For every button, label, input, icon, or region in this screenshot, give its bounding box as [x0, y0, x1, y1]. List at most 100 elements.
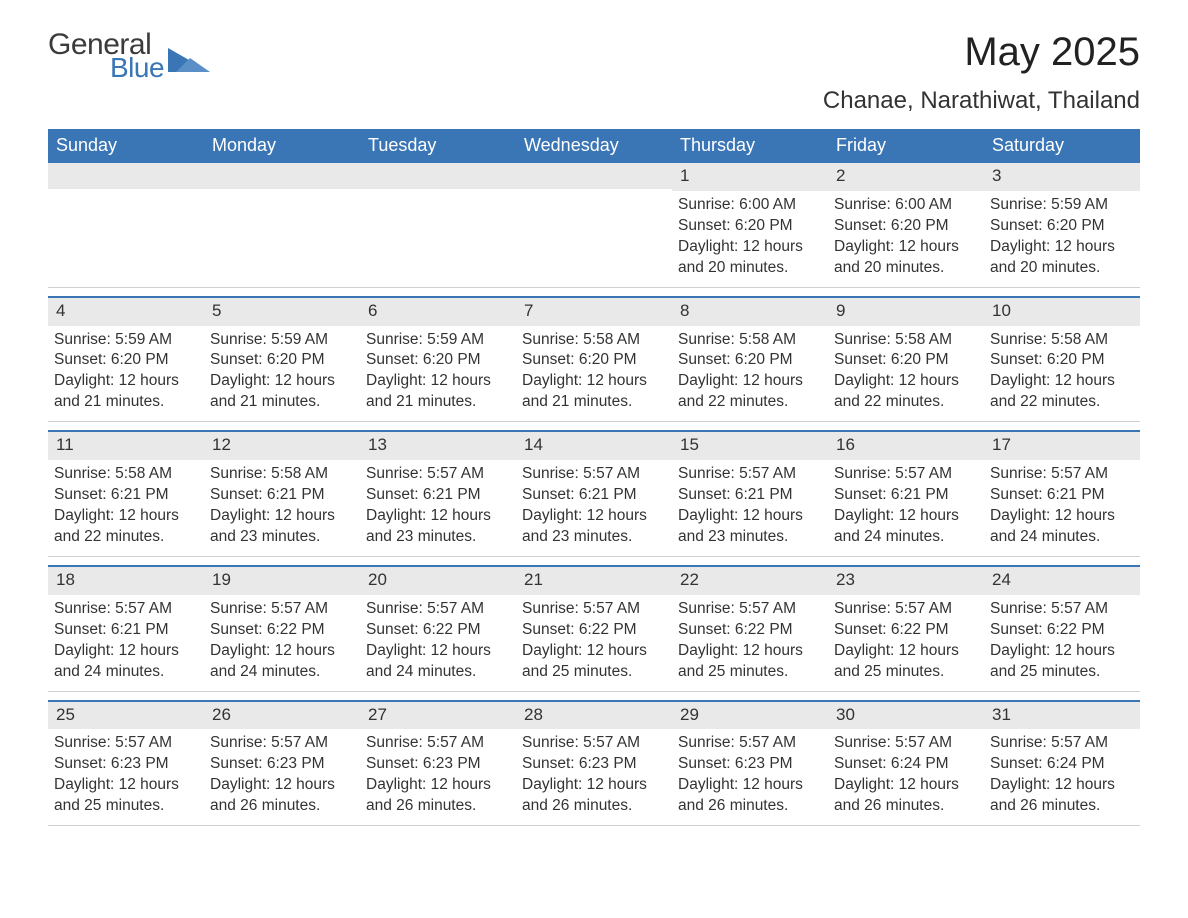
day-dl2: and 24 minutes.: [54, 662, 198, 683]
day-number: [516, 163, 672, 189]
day-number: 27: [360, 702, 516, 730]
day-dl1: Daylight: 12 hours: [834, 506, 978, 527]
day-number: [48, 163, 204, 189]
day-sunset: Sunset: 6:20 PM: [834, 216, 978, 237]
day-sunset: Sunset: 6:22 PM: [366, 620, 510, 641]
day-dl1: Daylight: 12 hours: [366, 641, 510, 662]
day-sunset: Sunset: 6:20 PM: [210, 350, 354, 371]
day-sunrise: Sunrise: 5:57 AM: [678, 599, 822, 620]
day-dl2: and 23 minutes.: [210, 527, 354, 548]
dow-cell: Thursday: [672, 129, 828, 163]
day-dl2: and 26 minutes.: [522, 796, 666, 817]
day-cell: [516, 163, 672, 287]
day-dl2: and 23 minutes.: [678, 527, 822, 548]
day-dl1: Daylight: 12 hours: [210, 775, 354, 796]
day-dl2: and 26 minutes.: [366, 796, 510, 817]
day-sunset: Sunset: 6:23 PM: [366, 754, 510, 775]
day-dl2: and 24 minutes.: [834, 527, 978, 548]
day-sunrise: Sunrise: 5:57 AM: [990, 464, 1134, 485]
day-number: 5: [204, 298, 360, 326]
day-cell: 16Sunrise: 5:57 AMSunset: 6:21 PMDayligh…: [828, 432, 984, 556]
day-sunset: Sunset: 6:21 PM: [366, 485, 510, 506]
day-dl1: Daylight: 12 hours: [54, 371, 198, 392]
day-number: 30: [828, 702, 984, 730]
day-cell: 23Sunrise: 5:57 AMSunset: 6:22 PMDayligh…: [828, 567, 984, 691]
week-row: 1Sunrise: 6:00 AMSunset: 6:20 PMDaylight…: [48, 163, 1140, 288]
day-cell: 18Sunrise: 5:57 AMSunset: 6:21 PMDayligh…: [48, 567, 204, 691]
dow-cell: Tuesday: [360, 129, 516, 163]
day-sunset: Sunset: 6:21 PM: [990, 485, 1134, 506]
day-sunset: Sunset: 6:20 PM: [366, 350, 510, 371]
day-dl1: Daylight: 12 hours: [522, 775, 666, 796]
day-sunrise: Sunrise: 5:57 AM: [522, 599, 666, 620]
week-row: 4Sunrise: 5:59 AMSunset: 6:20 PMDaylight…: [48, 296, 1140, 423]
dow-cell: Saturday: [984, 129, 1140, 163]
day-number: 18: [48, 567, 204, 595]
day-dl1: Daylight: 12 hours: [990, 506, 1134, 527]
day-sunrise: Sunrise: 5:59 AM: [990, 195, 1134, 216]
day-number: 31: [984, 702, 1140, 730]
day-number: 2: [828, 163, 984, 191]
day-sunset: Sunset: 6:22 PM: [834, 620, 978, 641]
day-sunrise: Sunrise: 5:57 AM: [678, 464, 822, 485]
day-sunset: Sunset: 6:20 PM: [990, 350, 1134, 371]
day-dl2: and 25 minutes.: [990, 662, 1134, 683]
dow-cell: Friday: [828, 129, 984, 163]
week-row: 11Sunrise: 5:58 AMSunset: 6:21 PMDayligh…: [48, 430, 1140, 557]
day-sunset: Sunset: 6:21 PM: [54, 485, 198, 506]
day-dl2: and 20 minutes.: [990, 258, 1134, 279]
day-dl1: Daylight: 12 hours: [990, 641, 1134, 662]
day-number: 15: [672, 432, 828, 460]
dow-cell: Wednesday: [516, 129, 672, 163]
day-dl2: and 26 minutes.: [678, 796, 822, 817]
day-sunset: Sunset: 6:22 PM: [210, 620, 354, 641]
day-sunset: Sunset: 6:22 PM: [678, 620, 822, 641]
day-dl2: and 25 minutes.: [54, 796, 198, 817]
day-number: 9: [828, 298, 984, 326]
day-sunrise: Sunrise: 5:57 AM: [54, 733, 198, 754]
day-number: 26: [204, 702, 360, 730]
day-dl1: Daylight: 12 hours: [678, 775, 822, 796]
day-cell: 29Sunrise: 5:57 AMSunset: 6:23 PMDayligh…: [672, 702, 828, 826]
week-row: 25Sunrise: 5:57 AMSunset: 6:23 PMDayligh…: [48, 700, 1140, 827]
calendar-subtitle: Chanae, Narathiwat, Thailand: [823, 87, 1140, 115]
day-sunset: Sunset: 6:21 PM: [678, 485, 822, 506]
day-dl2: and 22 minutes.: [834, 392, 978, 413]
day-sunset: Sunset: 6:23 PM: [522, 754, 666, 775]
day-dl1: Daylight: 12 hours: [54, 641, 198, 662]
day-cell: 4 Sunrise: 5:59 AMSunset: 6:20 PMDaylight…: [48, 298, 204, 422]
day-dl1: Daylight: 12 hours: [990, 237, 1134, 258]
day-cell: 13Sunrise: 5:57 AMSunset: 6:21 PMDayligh…: [360, 432, 516, 556]
dow-cell: Monday: [204, 129, 360, 163]
day-sunrise: Sunrise: 5:58 AM: [54, 464, 198, 485]
logo-text-blue: Blue: [110, 54, 164, 82]
day-sunset: Sunset: 6:21 PM: [834, 485, 978, 506]
day-cell: 10Sunrise: 5:58 AMSunset: 6:20 PMDayligh…: [984, 298, 1140, 422]
dow-cell: Sunday: [48, 129, 204, 163]
day-cell: 31Sunrise: 5:57 AMSunset: 6:24 PMDayligh…: [984, 702, 1140, 826]
day-number: 6: [360, 298, 516, 326]
day-sunset: Sunset: 6:20 PM: [834, 350, 978, 371]
header: General Blue May 2025 Chanae, Narathiwat…: [48, 30, 1140, 115]
day-dl2: and 21 minutes.: [522, 392, 666, 413]
day-sunrise: Sunrise: 5:59 AM: [54, 330, 198, 351]
day-sunrise: Sunrise: 5:57 AM: [678, 733, 822, 754]
day-cell: 22Sunrise: 5:57 AMSunset: 6:22 PMDayligh…: [672, 567, 828, 691]
day-sunset: Sunset: 6:22 PM: [522, 620, 666, 641]
day-number: 4: [48, 298, 204, 326]
day-dl1: Daylight: 12 hours: [210, 641, 354, 662]
day-sunrise: Sunrise: 5:57 AM: [210, 733, 354, 754]
day-cell: 24Sunrise: 5:57 AMSunset: 6:22 PMDayligh…: [984, 567, 1140, 691]
day-cell: [204, 163, 360, 287]
day-sunset: Sunset: 6:20 PM: [54, 350, 198, 371]
day-sunrise: Sunrise: 6:00 AM: [678, 195, 822, 216]
day-number: 23: [828, 567, 984, 595]
day-number: 20: [360, 567, 516, 595]
day-dl2: and 21 minutes.: [210, 392, 354, 413]
day-cell: 25Sunrise: 5:57 AMSunset: 6:23 PMDayligh…: [48, 702, 204, 826]
day-sunset: Sunset: 6:20 PM: [678, 216, 822, 237]
day-cell: 26Sunrise: 5:57 AMSunset: 6:23 PMDayligh…: [204, 702, 360, 826]
day-dl2: and 21 minutes.: [54, 392, 198, 413]
day-number: 12: [204, 432, 360, 460]
day-sunset: Sunset: 6:21 PM: [210, 485, 354, 506]
